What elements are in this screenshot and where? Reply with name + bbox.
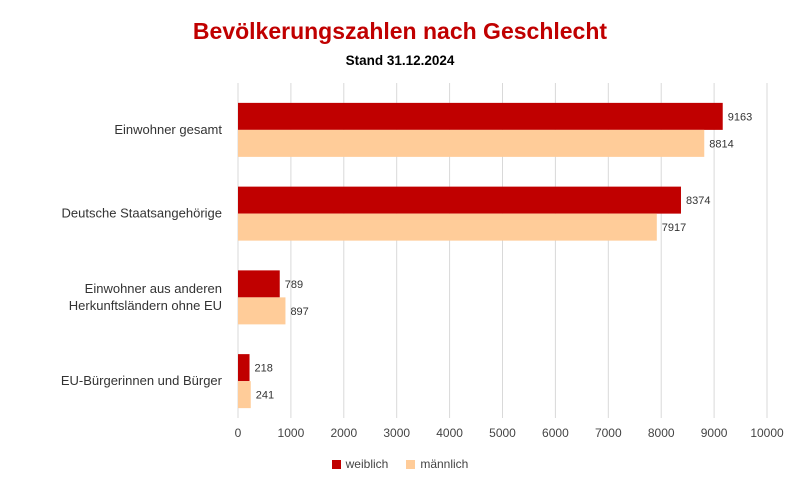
category-label-line: Deutsche Staatsangehörige	[62, 206, 222, 221]
bar-männlich	[238, 381, 251, 409]
category-label-line: Einwohner gesamt	[114, 122, 222, 137]
x-tick-label: 5000	[489, 426, 516, 440]
legend-item-maennlich: männlich	[406, 457, 468, 471]
data-label: 8814	[709, 138, 733, 150]
x-tick-label: 6000	[542, 426, 569, 440]
data-label: 8374	[686, 195, 710, 207]
legend-swatch-maennlich	[406, 459, 416, 469]
data-label: 241	[256, 390, 274, 402]
x-tick-label: 0	[235, 426, 242, 440]
bar-weiblich	[238, 270, 280, 298]
x-tick-label: 1000	[278, 426, 305, 440]
bar-männlich	[238, 213, 657, 241]
bar-männlich	[238, 297, 286, 325]
x-tick-label: 4000	[436, 426, 463, 440]
category-label: Einwohner aus anderen Herkunftsländern oh…	[69, 281, 222, 313]
x-tick-label: 9000	[701, 426, 728, 440]
bar-weiblich	[238, 102, 723, 130]
data-label: 218	[255, 363, 273, 375]
data-label: 7917	[662, 222, 686, 234]
bar-weiblich	[238, 186, 681, 214]
data-label: 789	[285, 279, 303, 291]
chart-subtitle: Stand 31.12.2024	[345, 53, 455, 68]
x-tick-label: 8000	[648, 426, 675, 440]
bar-weiblich	[238, 354, 250, 382]
data-label: 897	[290, 306, 308, 318]
bar-männlich	[238, 129, 705, 157]
category-label: Deutsche Staatsangehörige	[62, 206, 222, 221]
legend-label-maennlich: männlich	[420, 457, 469, 471]
category-label: EU-Bürgerinnen und Bürger	[61, 373, 223, 388]
category-label: Einwohner gesamt	[114, 122, 222, 137]
x-tick-label: 7000	[595, 426, 622, 440]
data-label: 9163	[728, 111, 752, 123]
category-label-line: EU-Bürgerinnen und Bürger	[61, 373, 223, 388]
x-tick-label: 3000	[383, 426, 410, 440]
x-tick-label: 10000	[750, 426, 784, 440]
legend-label-weiblich: weiblich	[345, 457, 389, 471]
category-label-line: Einwohner aus anderen	[85, 281, 222, 296]
legend-swatch-weiblich	[331, 459, 341, 469]
legend-item-weiblich: weiblich	[331, 457, 389, 471]
x-tick-label: 2000	[330, 426, 357, 440]
chart-title: Bevölkerungszahlen nach Geschlecht	[192, 18, 608, 44]
category-label-line: Herkunftsländern ohne EU	[69, 298, 222, 313]
chart-legend: weiblich männlich	[0, 457, 800, 471]
